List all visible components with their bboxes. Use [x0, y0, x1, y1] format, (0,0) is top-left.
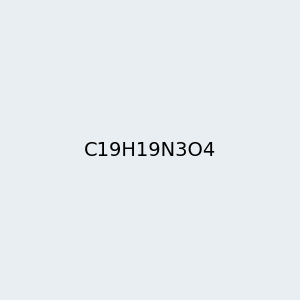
Text: C19H19N3O4: C19H19N3O4	[84, 140, 216, 160]
